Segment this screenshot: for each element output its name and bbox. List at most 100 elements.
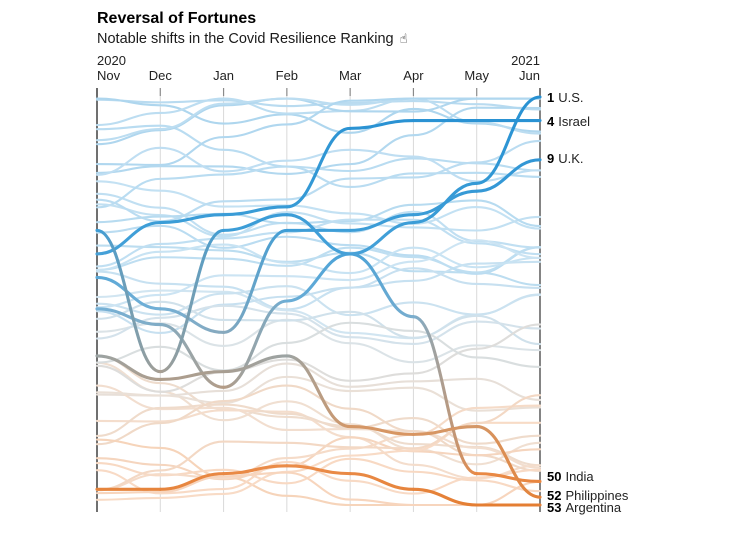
- chart-subtitle: Notable shifts in the Covid Resilience R…: [97, 31, 408, 47]
- series-segment[interactable]: [158, 213, 226, 225]
- axis-month-label: Dec: [148, 68, 172, 83]
- background-country-line: [95, 384, 542, 469]
- series-line-india[interactable]: [95, 213, 542, 484]
- series-segment[interactable]: [348, 220, 415, 256]
- series-segment[interactable]: [411, 189, 479, 217]
- series-segment[interactable]: [348, 118, 415, 130]
- series-segment[interactable]: [222, 354, 289, 374]
- background-country-line: [95, 323, 542, 393]
- series-segment[interactable]: [411, 424, 479, 436]
- end-country-name: U.S.: [558, 90, 584, 105]
- series-line-argentina[interactable]: [95, 464, 542, 507]
- end-label-argentina: 53 Argentina: [547, 501, 621, 514]
- background-country-line: [95, 403, 542, 445]
- series-segment[interactable]: [348, 424, 415, 436]
- end-country-name: U.K.: [558, 151, 584, 166]
- series-line-uk[interactable]: [95, 158, 542, 334]
- series-segment[interactable]: [222, 213, 289, 232]
- axis-month-label: Mar: [338, 68, 362, 83]
- background-country-line: [95, 384, 542, 472]
- end-rank-number: 1: [547, 90, 555, 105]
- background-country-line: [95, 199, 542, 228]
- background-country-line: [95, 106, 542, 175]
- series-segment[interactable]: [95, 307, 162, 327]
- end-rank-number: 4: [547, 114, 555, 129]
- series-line-philippines[interactable]: [95, 354, 542, 499]
- series-segment[interactable]: [285, 252, 352, 303]
- background-country-line: [95, 98, 542, 111]
- background-country-line: [95, 300, 542, 346]
- background-country-lines: [95, 97, 542, 507]
- series-segment[interactable]: [285, 464, 352, 476]
- background-country-line: [95, 245, 542, 274]
- series-segment[interactable]: [475, 158, 542, 193]
- background-country-line: [95, 404, 542, 492]
- background-country-line: [95, 304, 542, 345]
- end-country-name: Philippines: [565, 488, 629, 503]
- series-segment[interactable]: [95, 354, 162, 382]
- end-label-india: 50 India: [547, 470, 594, 483]
- chart-title: Reversal of Fortunes: [97, 10, 257, 27]
- end-label-israel: 4 Israel: [547, 115, 590, 128]
- background-country-line: [95, 97, 542, 134]
- series-segment[interactable]: [222, 228, 289, 334]
- series-segment[interactable]: [158, 322, 226, 389]
- series-segment[interactable]: [222, 205, 289, 217]
- axis-month-label: Feb: [275, 68, 299, 83]
- series-segment[interactable]: [158, 307, 226, 334]
- background-country-line: [95, 146, 542, 183]
- end-rank-number: 50: [547, 469, 562, 484]
- end-label-philippines: 52 Philippines: [547, 489, 628, 502]
- series-segment[interactable]: [222, 464, 289, 476]
- series-line-israel[interactable]: [95, 118, 542, 256]
- axis-year-label: 2021: [511, 53, 540, 68]
- background-country-line: [95, 218, 542, 268]
- background-country-line: [95, 436, 542, 481]
- series-segment[interactable]: [411, 487, 479, 507]
- axis-month-label: Apr: [403, 68, 424, 83]
- series-segment[interactable]: [475, 472, 542, 484]
- series-segment[interactable]: [475, 424, 542, 499]
- axis-month-label: May: [464, 68, 489, 83]
- series-segment[interactable]: [95, 220, 162, 256]
- axis-month-label: Jan: [213, 68, 235, 83]
- series-segment[interactable]: [475, 95, 542, 185]
- interactive-hand-icon: ☝: [399, 31, 408, 46]
- background-country-line: [95, 97, 542, 166]
- end-country-name: Israel: [558, 114, 591, 129]
- axis-year-label: 2020: [97, 53, 126, 68]
- series-segment[interactable]: [158, 228, 226, 374]
- background-country-line: [95, 321, 542, 372]
- series-segment[interactable]: [95, 275, 162, 311]
- background-country-line: [95, 224, 542, 275]
- end-label-us: 1 U.S.: [547, 91, 584, 104]
- series-segment[interactable]: [348, 472, 415, 491]
- background-country-line: [95, 239, 542, 309]
- background-country-line: [95, 375, 542, 412]
- series-segment[interactable]: [411, 315, 479, 476]
- background-country-line: [95, 362, 542, 401]
- series-segment[interactable]: [222, 299, 289, 389]
- series-segment[interactable]: [95, 228, 162, 374]
- background-country-line: [95, 243, 542, 275]
- end-label-uk: 9 U.K.: [547, 152, 584, 165]
- series-segment[interactable]: [285, 126, 352, 209]
- background-country-line: [95, 318, 542, 364]
- axis-month-label: Nov: [97, 68, 121, 83]
- background-country-line: [95, 285, 542, 317]
- series-segment[interactable]: [158, 370, 226, 382]
- series-segment[interactable]: [285, 354, 352, 429]
- axis-month-label: Jun: [519, 68, 540, 83]
- series-segment[interactable]: [158, 472, 226, 491]
- series-line-us[interactable]: [95, 95, 542, 389]
- background-country-line: [95, 180, 542, 230]
- series-segment[interactable]: [348, 252, 415, 319]
- chart-subtitle-text: Notable shifts in the Covid Resilience R…: [97, 31, 394, 47]
- background-country-line: [95, 267, 542, 334]
- series-segment[interactable]: [348, 213, 415, 232]
- end-rank-number: 52: [547, 488, 562, 503]
- end-country-name: India: [565, 469, 594, 484]
- series-segment[interactable]: [285, 213, 352, 256]
